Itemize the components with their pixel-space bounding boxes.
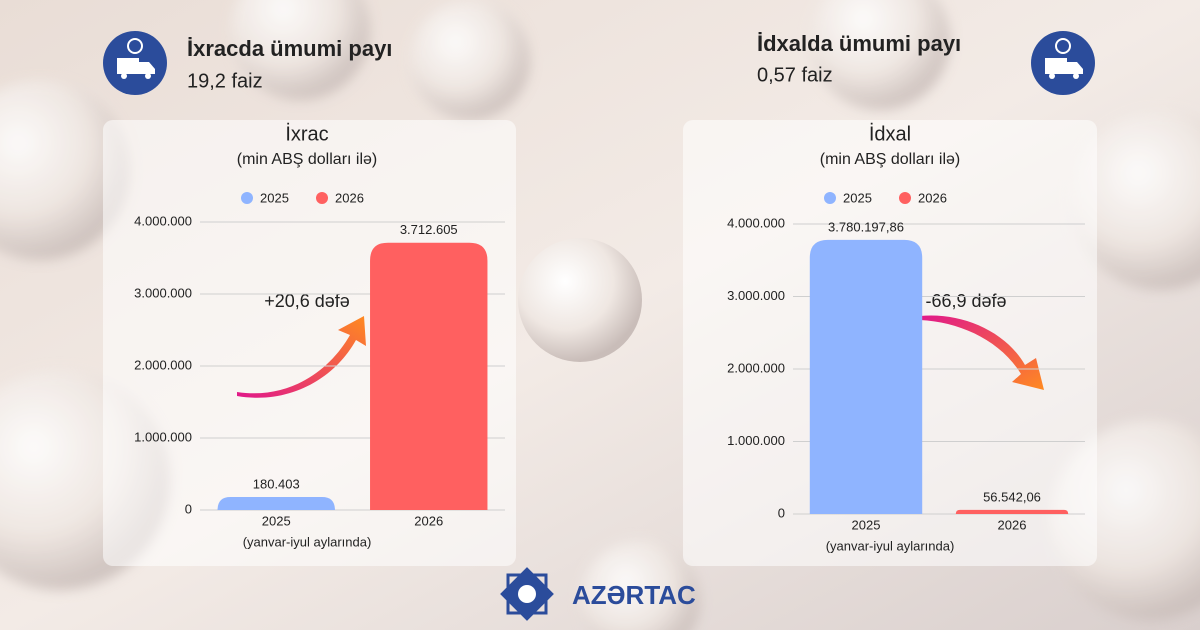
y-tick-label: 3.000.000	[727, 288, 785, 303]
y-tick-label: 1.000.000	[134, 429, 192, 444]
pearl	[518, 238, 642, 362]
legend-label: 2026	[918, 190, 947, 205]
chart-subtitle: (min ABŞ dolları ilə)	[237, 151, 378, 168]
legend-label: 2025	[260, 190, 289, 205]
y-tick-label: 0	[185, 501, 192, 516]
legend-marker	[824, 192, 836, 204]
value-label: 3.712.605	[400, 222, 458, 237]
legend-label: 2025	[843, 190, 872, 205]
arrow-down	[920, 315, 1044, 390]
brand-logo	[500, 567, 554, 621]
legend-marker	[899, 192, 911, 204]
info-value: 0,57 faiz	[757, 64, 833, 86]
value-label: 56.542,06	[983, 489, 1041, 504]
info-title: İxracda ümumi payı	[187, 36, 392, 61]
x-tick-label: 2026	[414, 513, 443, 528]
y-tick-label: 2.000.000	[134, 357, 192, 372]
charts: İxrac (min ABŞ dolları ilə) (yanvar-iyul a…	[134, 122, 1085, 553]
x-axis-label: (yanvar-iyul aylarında)	[243, 534, 372, 549]
chart-title: İxrac	[285, 122, 328, 145]
y-tick-label: 4.000.000	[134, 213, 192, 228]
x-tick-label: 2025	[262, 513, 291, 528]
x-tick-label: 2026	[998, 517, 1027, 532]
bar	[217, 497, 335, 510]
y-tick-label: 1.000.000	[727, 433, 785, 448]
y-tick-label: 3.000.000	[134, 285, 192, 300]
value-label: 180.403	[253, 476, 300, 491]
info-title: İdxalda ümumi payı	[757, 31, 961, 56]
annotation: -66,9 dəfə	[925, 291, 1006, 311]
import-icon	[1031, 31, 1095, 95]
legend-marker	[316, 192, 328, 204]
x-axis-label: (yanvar-iyul aylarında)	[826, 538, 955, 553]
y-tick-label: 0	[778, 505, 785, 520]
chart-subtitle: (min ABŞ dolları ilə)	[820, 151, 961, 168]
bar	[370, 242, 488, 510]
y-tick-label: 2.000.000	[727, 360, 785, 375]
bar	[809, 239, 923, 514]
bar	[955, 509, 1069, 514]
export-icon	[103, 31, 167, 95]
legend-label: 2026	[335, 190, 364, 205]
legend-marker	[241, 192, 253, 204]
arrow-up	[237, 316, 366, 398]
y-tick-label: 4.000.000	[727, 215, 785, 230]
chart-title: İdxal	[869, 122, 911, 145]
brand: AZƏRTAC	[572, 580, 696, 610]
x-tick-label: 2025	[852, 517, 881, 532]
annotation: +20,6 dəfə	[264, 291, 350, 311]
info-value: 19,2 faiz	[187, 70, 263, 92]
value-label: 3.780.197,86	[828, 219, 904, 234]
